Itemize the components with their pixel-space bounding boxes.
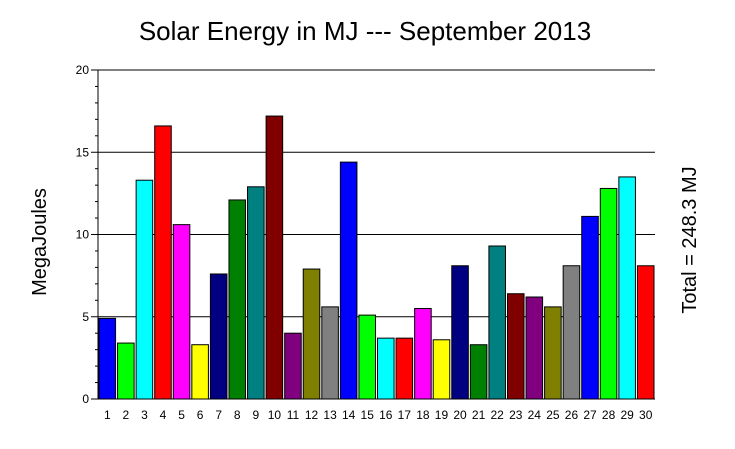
grid-lines (98, 69, 655, 318)
bar (506, 293, 525, 400)
x-tick-label: 12 (305, 408, 319, 422)
total-label: Total = 248.3 MJ (679, 166, 701, 313)
x-tick-label: 4 (160, 408, 167, 422)
x-tick-label: 24 (528, 408, 542, 422)
bars (98, 115, 655, 400)
x-tick-label: 11 (287, 408, 300, 422)
x-tick-label: 15 (361, 408, 375, 422)
x-tick-label: 26 (565, 408, 579, 422)
bar (284, 332, 302, 400)
bar (209, 273, 228, 400)
bar (469, 344, 488, 400)
bar (302, 268, 321, 400)
bar (451, 265, 469, 400)
y-tick-label: 5 (82, 310, 89, 324)
bar (135, 179, 154, 400)
x-tick-label: 18 (416, 408, 430, 422)
bar (339, 161, 358, 400)
chart-title: Solar Energy in MJ --- September 2013 (139, 16, 591, 46)
bar (544, 306, 562, 400)
bar (117, 342, 135, 400)
x-tick-label: 20 (453, 408, 467, 422)
x-tick-label: 16 (379, 408, 393, 422)
bar (358, 314, 376, 400)
y-axis-label: MegaJoules (29, 188, 51, 296)
y-tick-label: 10 (76, 228, 90, 242)
y-tick-labels: 0 5 10 15 20 (76, 63, 90, 406)
bar (599, 187, 618, 400)
x-tick-label: 13 (323, 408, 337, 422)
x-tick-label: 25 (546, 408, 560, 422)
x-tick-label: 28 (602, 408, 616, 422)
x-tick-label: 19 (435, 408, 449, 422)
x-tick-label: 3 (141, 408, 148, 422)
bar (395, 337, 414, 400)
bar (247, 186, 265, 400)
x-tick-label: 23 (509, 408, 523, 422)
bar (321, 306, 339, 400)
x-tick-labels: 1 2 3 4 5 6 7 8 9 10 11 12 13 14 15 16 17 18 19 20 21 22 23 24 2… (104, 408, 653, 422)
bar (525, 296, 544, 400)
x-tick-label: 5 (178, 408, 185, 422)
bar (265, 115, 284, 400)
bar (618, 176, 636, 400)
x-tick-label: 10 (268, 408, 282, 422)
bar (432, 339, 451, 400)
x-tick-label: 27 (583, 408, 597, 422)
bar (154, 125, 172, 400)
bar (98, 317, 117, 400)
x-tick-label: 1 (104, 408, 111, 422)
bar (636, 265, 655, 400)
x-tick-label: 30 (639, 408, 653, 422)
axes (91, 69, 655, 400)
bar (488, 245, 506, 400)
x-tick-label: 22 (491, 408, 505, 422)
x-tick-label: 9 (252, 408, 259, 422)
bar (191, 344, 209, 400)
bar (172, 224, 191, 400)
bar (414, 308, 432, 400)
x-tick-label: 8 (234, 408, 241, 422)
x-tick-label: 2 (123, 408, 130, 422)
x-tick-label: 6 (197, 408, 204, 422)
x-tick-label: 29 (620, 408, 634, 422)
bar (581, 215, 599, 400)
x-tick-label: 14 (342, 408, 356, 422)
y-tick-label: 0 (82, 392, 89, 406)
x-tick-label: 7 (215, 408, 222, 422)
bar (377, 337, 395, 400)
bar (228, 199, 247, 400)
y-tick-label: 15 (76, 145, 90, 159)
x-tick-label: 21 (472, 408, 486, 422)
x-tick-label: 17 (398, 408, 412, 422)
bar (562, 265, 581, 400)
y-tick-label: 20 (76, 63, 90, 77)
